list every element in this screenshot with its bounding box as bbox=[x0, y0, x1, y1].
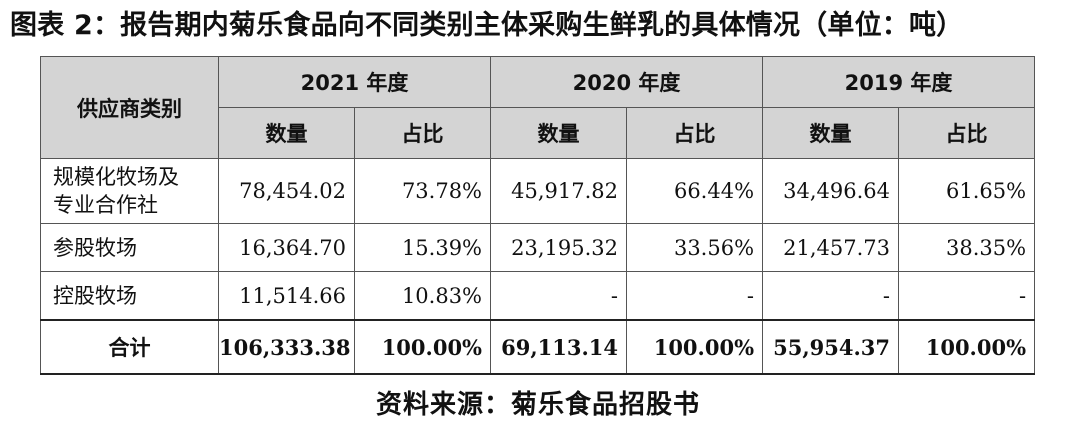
year-header-2019: 2019 年度 bbox=[762, 56, 1036, 108]
quantity-cell: 23,195.32 bbox=[490, 223, 628, 272]
share-cell: 73.78% bbox=[353, 158, 492, 224]
quantity-header: 数量 bbox=[762, 107, 900, 159]
row-category: 规模化牧场及 专业合作社 bbox=[40, 158, 219, 224]
header-row-years: 供应商类别 2021 年度 2020 年度 2019 年度 bbox=[40, 56, 1036, 159]
category-line: 规模化牧场及 bbox=[53, 165, 179, 189]
total-row: 合计 106,333.38 100.00% 69,113.14 100.00% … bbox=[40, 319, 1036, 375]
source-note: 资料来源：菊乐食品招股书 bbox=[375, 390, 700, 420]
share-cell: 33.56% bbox=[626, 223, 764, 272]
row-category: 参股牧场 bbox=[40, 223, 219, 272]
category-line: 专业合作社 bbox=[53, 193, 158, 217]
share-cell: 66.44% bbox=[626, 158, 764, 224]
total-quantity-cell: 106,333.38 bbox=[218, 319, 355, 375]
quantity-cell: - bbox=[762, 271, 900, 321]
share-header: 占比 bbox=[626, 107, 764, 159]
quantity-cell: 45,917.82 bbox=[490, 158, 628, 224]
share-cell: 38.35% bbox=[898, 223, 1036, 272]
table-row: 规模化牧场及 专业合作社 78,454.02 73.78% 45,917.82 … bbox=[40, 158, 1036, 224]
procurement-table: 供应商类别 2021 年度 2020 年度 2019 年度 数量 占比 数量 占… bbox=[40, 56, 1036, 375]
total-quantity-cell: 55,954.37 bbox=[762, 319, 900, 375]
category-header: 供应商类别 bbox=[40, 56, 219, 159]
total-share-cell: 100.00% bbox=[898, 319, 1036, 375]
year-header-2021: 2021 年度 bbox=[217, 56, 492, 108]
share-cell: - bbox=[898, 271, 1036, 321]
share-cell: 61.65% bbox=[898, 158, 1036, 224]
quantity-header: 数量 bbox=[218, 107, 355, 159]
share-header: 占比 bbox=[898, 107, 1036, 159]
total-label: 合计 bbox=[40, 319, 219, 375]
figure-title: 图表 2：报告期内菊乐食品向不同类别主体采购生鲜乳的具体情况（单位：吨） bbox=[10, 10, 964, 41]
share-cell: - bbox=[626, 271, 764, 321]
total-share-cell: 100.00% bbox=[626, 319, 764, 375]
quantity-header: 数量 bbox=[490, 107, 628, 159]
quantity-cell: - bbox=[490, 271, 628, 321]
header-row-metrics: 数量 占比 数量 占比 数量 占比 bbox=[41, 107, 1036, 159]
row-category: 控股牧场 bbox=[40, 271, 219, 321]
quantity-cell: 78,454.02 bbox=[218, 158, 355, 224]
share-header: 占比 bbox=[353, 107, 492, 159]
total-quantity-cell: 69,113.14 bbox=[490, 319, 628, 375]
quantity-cell: 11,514.66 bbox=[218, 271, 355, 321]
quantity-cell: 34,496.64 bbox=[762, 158, 900, 224]
table-row: 参股牧场 16,364.70 15.39% 23,195.32 33.56% 2… bbox=[40, 223, 1036, 272]
year-header-2020: 2020 年度 bbox=[490, 56, 764, 108]
share-cell: 15.39% bbox=[353, 223, 492, 272]
quantity-cell: 21,457.73 bbox=[762, 223, 900, 272]
share-cell: 10.83% bbox=[353, 271, 492, 321]
table-row: 控股牧场 11,514.66 10.83% - - - - bbox=[40, 271, 1036, 321]
quantity-cell: 16,364.70 bbox=[218, 223, 355, 272]
total-share-cell: 100.00% bbox=[353, 319, 492, 375]
